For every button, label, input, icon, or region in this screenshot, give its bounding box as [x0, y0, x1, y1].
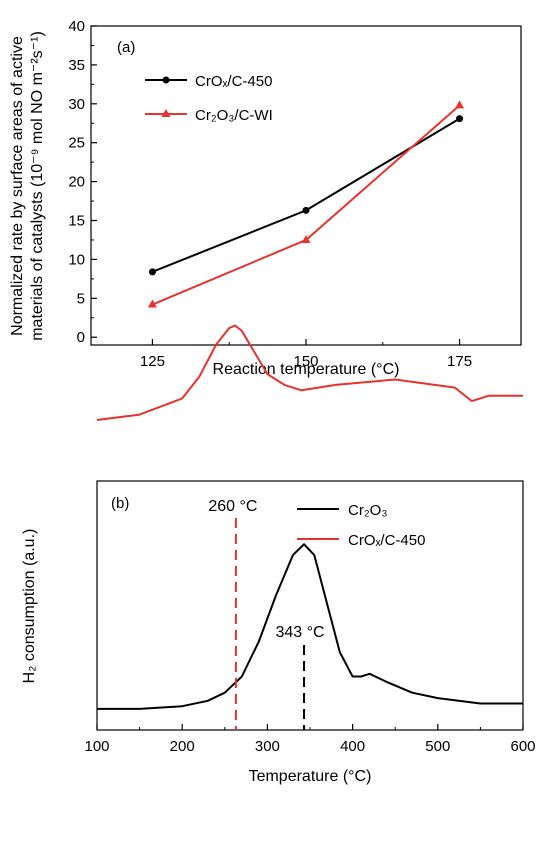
legend-label-cr2o3: Cr₂O₃ [348, 502, 387, 519]
x-tick-label: 600 [510, 738, 535, 755]
data-point [301, 234, 311, 243]
data-point [302, 206, 310, 214]
legend-label-cr2o3-wi: Cr₂O₃/C-WI [195, 107, 273, 124]
y-tick-label: 10 [68, 251, 85, 268]
data-point [147, 299, 157, 308]
panel-a-y-axis-title-line2: materials of catalysts (10⁻⁹ mol NO m⁻²s… [29, 31, 46, 341]
x-tick-label: 500 [425, 738, 450, 755]
series-line-1 [152, 104, 461, 306]
x-tick-label: 100 [84, 738, 109, 755]
panel-b-label: (b) [111, 495, 129, 512]
panel-b-legend: Cr₂O₃ CrOₓ/C-450 [297, 502, 425, 549]
series-line-1 [96, 324, 523, 421]
legend-label-crox: CrOₓ/C-450 [195, 73, 272, 90]
panel-b-x-ticks: 100 200 300 400 500 600 [84, 724, 536, 755]
x-tick-label: 400 [340, 738, 365, 755]
x-tick-label: 200 [170, 738, 195, 755]
series-line-0 [152, 117, 461, 273]
panel-a-label: (a) [117, 39, 135, 56]
panel-a-series [147, 100, 465, 308]
x-tick-label: 300 [255, 738, 280, 755]
y-tick-label: 35 [68, 57, 85, 74]
panel-b-series [96, 324, 523, 710]
series-line-0 [97, 543, 523, 710]
panel-a-x-axis-title: Reaction temperature (°C) [213, 361, 400, 378]
x-tick-label: 175 [447, 353, 472, 370]
panel-b-y-axis-title: H₂ consumption (a.u.) [21, 529, 38, 684]
panel-a-x-ticks: 125 150 175 [140, 339, 472, 370]
y-tick-label: 30 [68, 96, 85, 113]
panel-b: 100 200 300 400 500 600 260 °C 343 °C (b) Cr₂O… [21, 324, 536, 785]
legend-marker-cr2o3-wi [161, 109, 171, 117]
y-tick-label: 20 [68, 174, 85, 191]
y-tick-label: 25 [68, 135, 85, 152]
data-point [456, 115, 464, 123]
legend-label-crox-450: CrOₓ/C-450 [348, 532, 425, 549]
y-tick-label: 15 [68, 213, 85, 230]
panel-b-x-axis-title: Temperature (°C) [249, 768, 372, 785]
panel-b-annotations: 260 °C 343 °C [208, 498, 325, 730]
legend-marker-crox [162, 76, 170, 84]
x-tick-label: 150 [293, 353, 318, 370]
y-tick-label: 5 [77, 290, 85, 307]
peak-label-260: 260 °C [208, 498, 257, 515]
data-point [455, 100, 465, 109]
y-tick-label: 40 [68, 18, 85, 35]
panel-b-plot-frame [96, 480, 524, 731]
y-tick-label: 0 [77, 329, 85, 346]
x-tick-label: 125 [140, 353, 165, 370]
panel-a-legend: CrOₓ/C-450 Cr₂O₃/C-WI [145, 73, 273, 124]
panel-a-y-ticks: 0 5 10 15 20 25 30 35 40 [68, 18, 97, 346]
panel-a: 0 5 10 15 20 25 30 35 40 125 150 175 (a) CrOₓ/C-45… [9, 18, 522, 378]
peak-label-343: 343 °C [275, 624, 324, 641]
panel-a-y-axis-title-line1: Normalized rate by surface areas of acti… [9, 36, 26, 336]
data-point [148, 268, 156, 276]
panel-a-plot-frame [90, 25, 522, 346]
